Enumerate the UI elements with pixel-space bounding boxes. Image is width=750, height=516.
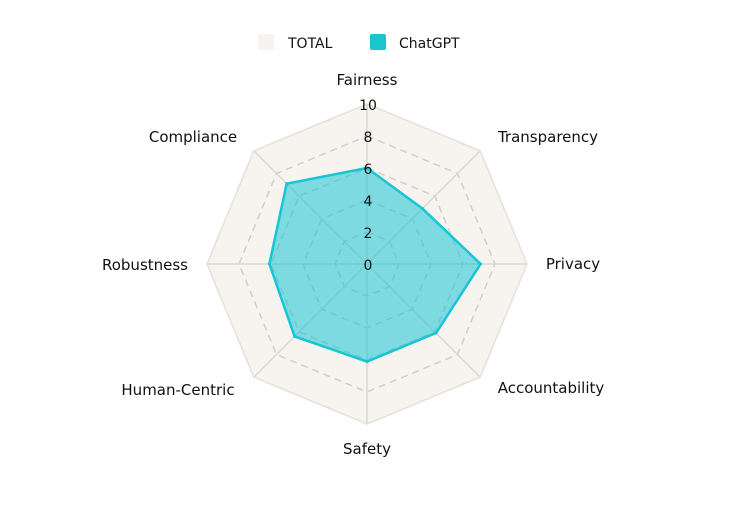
axis-label-compliance: Compliance <box>149 128 237 146</box>
data-point-transparency <box>420 207 424 211</box>
radial-tick-labels: 0 2 4 6 8 10 <box>359 98 377 274</box>
r-tick-4: 4 <box>364 194 373 210</box>
radar-plot <box>206 103 528 425</box>
data-point-human-centric <box>293 334 297 338</box>
legend-label-chatgpt: ChatGPT <box>399 36 460 52</box>
legend-item-chatgpt[interactable]: ChatGPT <box>370 34 460 52</box>
legend: TOTAL ChatGPT <box>258 34 460 52</box>
legend-item-total[interactable]: TOTAL <box>258 34 333 52</box>
axis-label-safety: Safety <box>343 440 391 458</box>
r-tick-10: 10 <box>359 98 377 114</box>
r-tick-2: 2 <box>364 226 373 242</box>
data-point-robustness <box>267 262 271 266</box>
r-tick-0: 0 <box>364 258 373 274</box>
axis-label-human-centric: Human-Centric <box>121 381 234 399</box>
legend-swatch-total <box>258 34 274 50</box>
data-point-privacy <box>479 262 483 266</box>
axis-label-robustness: Robustness <box>102 256 188 274</box>
data-point-fairness <box>365 166 369 170</box>
legend-swatch-chatgpt <box>370 34 386 50</box>
axis-label-fairness: Fairness <box>337 71 398 89</box>
axis-labels: Fairness Transparency Privacy Accountabi… <box>102 71 604 458</box>
legend-label-total: TOTAL <box>287 36 333 52</box>
axis-label-transparency: Transparency <box>497 128 598 146</box>
r-tick-8: 8 <box>364 130 373 146</box>
data-point-safety <box>365 360 369 364</box>
r-tick-6: 6 <box>364 162 373 178</box>
axis-label-accountability: Accountability <box>498 379 605 397</box>
axis-label-privacy: Privacy <box>546 255 600 273</box>
data-point-accountability <box>434 331 438 335</box>
data-point-compliance <box>285 182 289 186</box>
grid-ring-8 <box>238 135 496 393</box>
